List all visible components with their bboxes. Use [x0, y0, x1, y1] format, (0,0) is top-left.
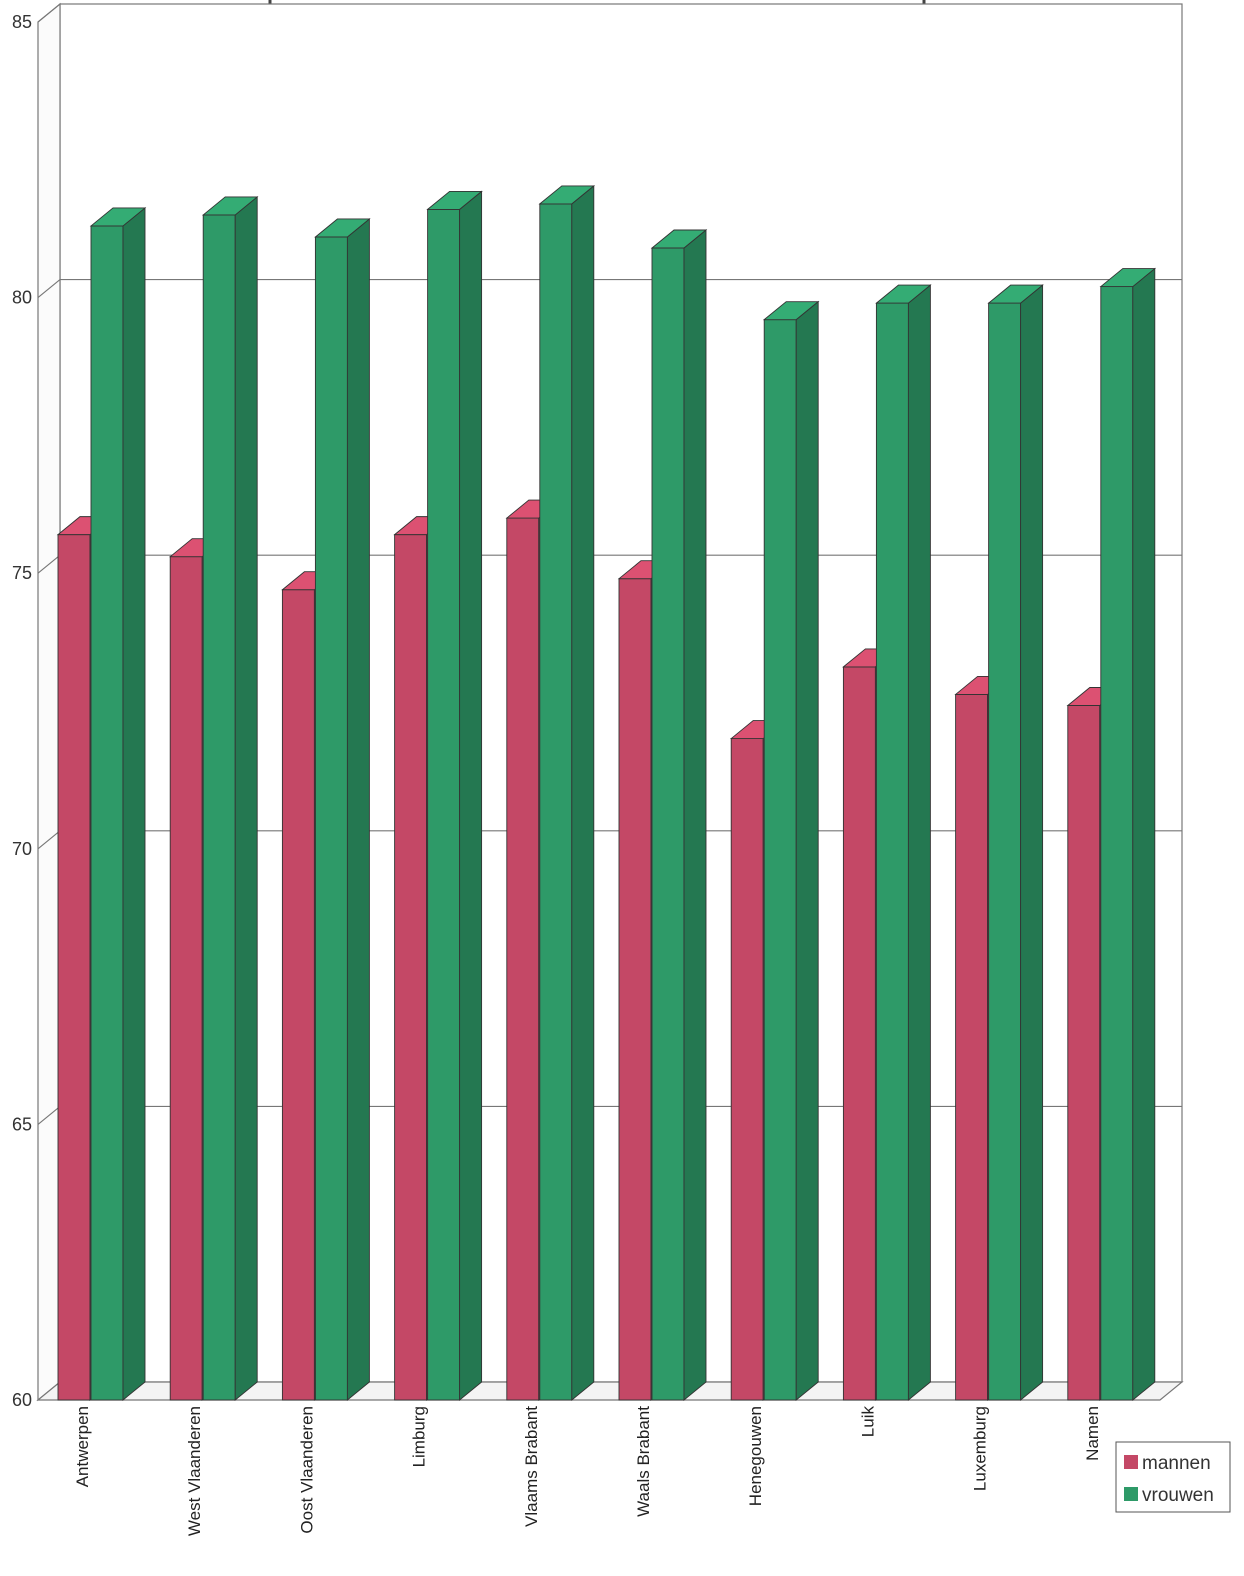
bar-front-face [394, 534, 428, 1401]
bar-front-face [763, 319, 797, 1401]
legend-swatch-vrouwen [1124, 1487, 1138, 1501]
x-category-label: Luxemburg [971, 1406, 990, 1491]
bar-front-face [202, 214, 236, 1401]
bar-vrouwen [538, 184, 596, 1401]
bar-top-face [201, 196, 259, 216]
y-tick-label: 70 [12, 839, 32, 859]
x-category-label: Oost Vlaanderen [297, 1406, 316, 1534]
bar-top-face [650, 229, 708, 249]
bar-side-face [907, 284, 931, 1401]
bar-side-face [234, 195, 258, 1401]
x-category-label: Namen [1083, 1406, 1102, 1461]
bar-vrouwen [89, 206, 147, 1401]
bar-top-face [538, 185, 596, 205]
y-tick-label: 60 [12, 1390, 32, 1410]
x-category-label: Vlaams Brabant [522, 1406, 541, 1527]
gridline [37, 3, 1182, 23]
bar-front-face [1067, 705, 1101, 1401]
bar-top-face [875, 284, 932, 304]
bar-side-face [122, 206, 146, 1401]
bar-vrouwen [875, 284, 932, 1401]
bar-top-face [426, 190, 483, 210]
bar-front-face [57, 534, 91, 1401]
bar-top-face [987, 284, 1044, 304]
bar-side-face [1132, 267, 1156, 1401]
left-wall [37, 2, 61, 1402]
x-category-label: West Vlaanderen [185, 1406, 204, 1536]
bar-vrouwen [987, 284, 1044, 1401]
bar-vrouwen [762, 300, 820, 1401]
x-axis-category-labels: Antwerpen West Vlaanderen Oost Vlaanderen L… [73, 1406, 1102, 1537]
bar-front-face [618, 578, 652, 1401]
bar-top-face [1099, 268, 1157, 288]
bar-vrouwen [314, 218, 371, 1401]
bar-side-face [795, 300, 819, 1401]
x-category-label: Limburg [410, 1406, 429, 1467]
bar-front-face [169, 556, 203, 1401]
bar-vrouwen [201, 195, 259, 1401]
bar-front-face [988, 302, 1022, 1401]
bar-side-face [683, 229, 707, 1401]
bar-top-face [762, 301, 820, 321]
bar-side-face [1020, 284, 1044, 1401]
x-category-label: Antwerpen [73, 1406, 92, 1487]
bar-front-face [314, 236, 348, 1401]
bar-front-face [730, 738, 764, 1401]
legend: mannen vrouwen [1115, 1441, 1231, 1513]
bar-side-face [571, 184, 595, 1401]
y-tick-label: 65 [12, 1114, 32, 1134]
x-category-label: Henegouwen [746, 1406, 765, 1506]
bar-front-face [90, 225, 124, 1401]
bar-front-face [427, 208, 461, 1401]
y-tick-label: 80 [12, 288, 32, 308]
y-tick-label: 75 [12, 563, 32, 583]
gridline [37, 279, 1182, 299]
bar-front-face [281, 589, 315, 1401]
bar-front-face [506, 517, 540, 1401]
bar-front-face [955, 694, 989, 1401]
bar-vrouwen [650, 229, 708, 1401]
y-axis-ticks: 60 65 70 75 80 85 [12, 12, 32, 1410]
bar-top-face [89, 207, 147, 227]
bars [56, 184, 1157, 1401]
bar-top-face [314, 218, 371, 238]
bar-side-face [346, 218, 370, 1401]
y-tick-label: 85 [12, 12, 32, 32]
legend-label-vrouwen: vrouwen [1142, 1485, 1214, 1506]
bar-side-face [459, 190, 483, 1401]
x-category-label: Luik [858, 1406, 877, 1438]
x-category-label: Waals Brabant [634, 1406, 653, 1517]
bar-front-face [842, 666, 876, 1401]
legend-label-mannen: mannen [1142, 1453, 1211, 1474]
bar-front-face [651, 247, 685, 1401]
bar-front-face [539, 203, 573, 1401]
bar-front-face [875, 302, 909, 1401]
bar-front-face [1100, 286, 1134, 1401]
legend-swatch-mannen [1124, 1455, 1138, 1469]
bar-vrouwen [1099, 267, 1157, 1401]
bar-vrouwen [426, 190, 483, 1401]
